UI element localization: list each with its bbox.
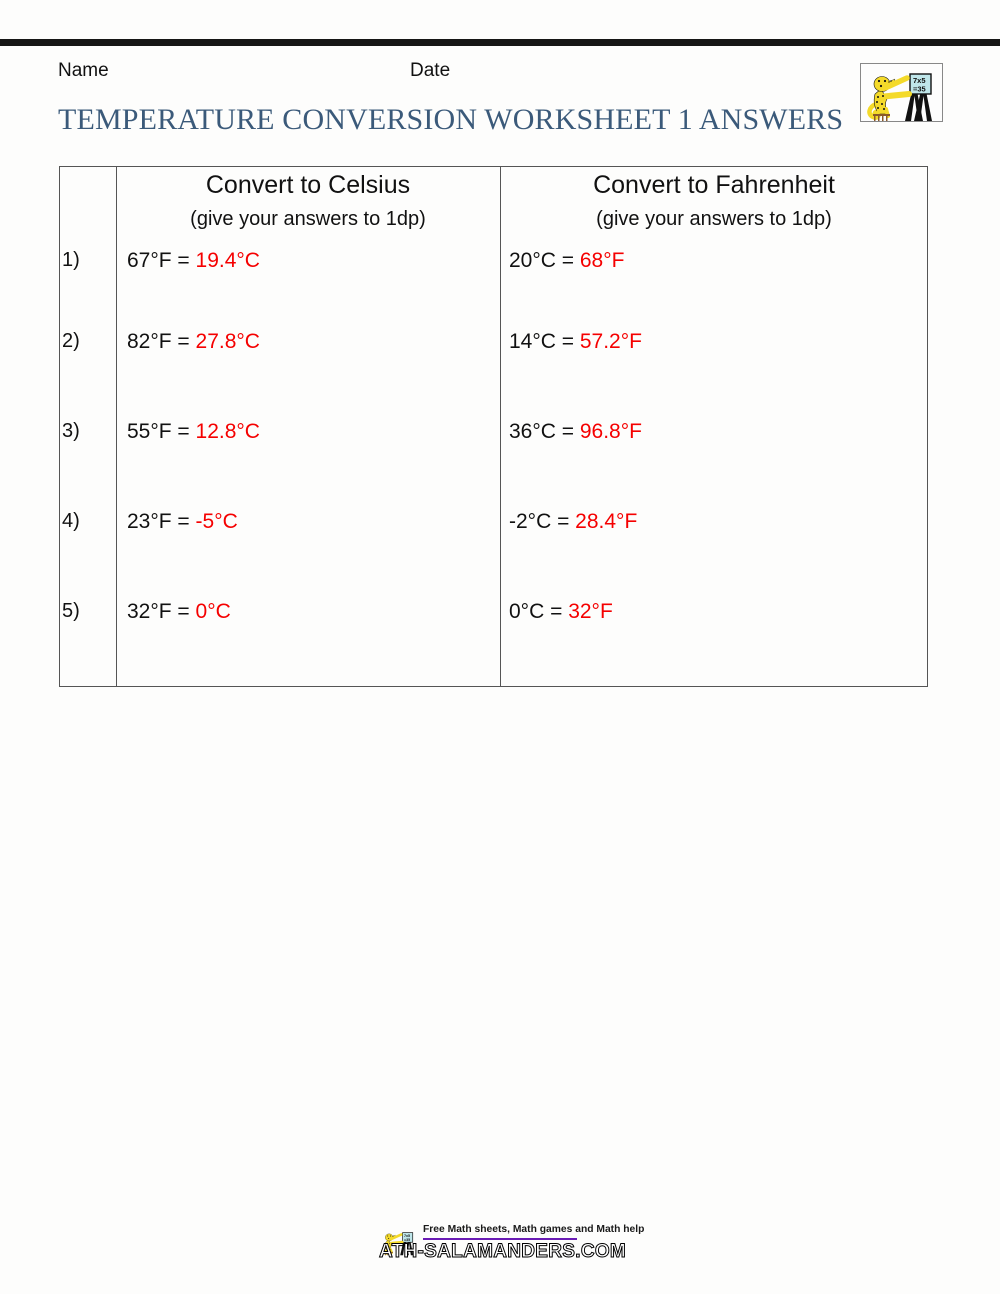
svg-text:7x5: 7x5 (404, 1234, 410, 1238)
svg-text:=35: =35 (913, 85, 926, 94)
